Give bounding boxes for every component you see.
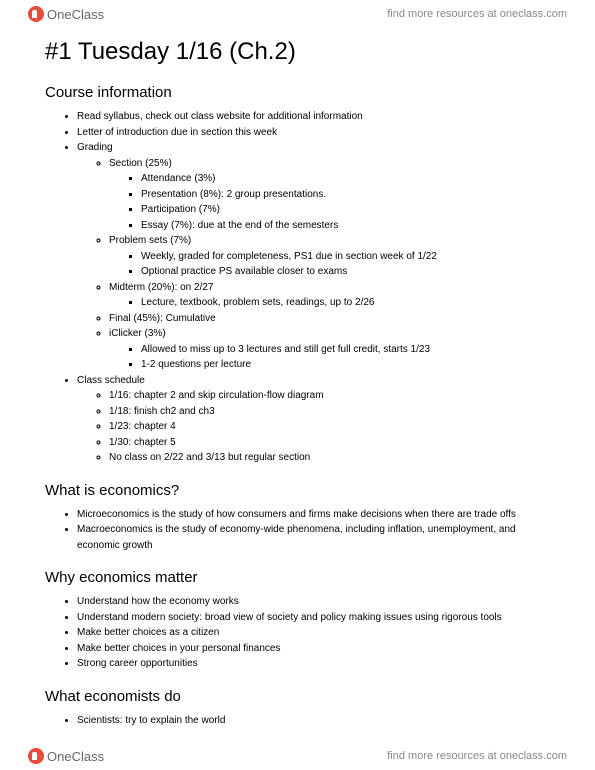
list-item: Strong career opportunities xyxy=(77,656,550,672)
list-item: 1/23: chapter 4 xyxy=(109,419,550,435)
list-item: Allowed to miss up to 3 lectures and sti… xyxy=(141,342,550,358)
list-item: Midterm (20%): on 2/27 Lecture, textbook… xyxy=(109,280,550,311)
list-item: Participation (7%) xyxy=(141,202,550,218)
list-item: Presentation (8%): 2 group presentations… xyxy=(141,187,550,203)
list-item: Section (25%) Attendance (3%) Presentati… xyxy=(109,156,550,234)
list-item: Optional practice PS available closer to… xyxy=(141,264,550,280)
list-item: Make better choices in your personal fin… xyxy=(77,641,550,657)
list-item: Letter of introduction due in section th… xyxy=(77,125,550,141)
list-item: Make better choices as a citizen xyxy=(77,625,550,641)
list-item: Scientists: try to explain the world xyxy=(77,713,550,729)
page-content: #1 Tuesday 1/16 (Ch.2) Course informatio… xyxy=(0,28,595,768)
list-item-label: Class schedule xyxy=(77,375,145,386)
list-item-label: Problem sets (7%) xyxy=(109,235,191,246)
midterm-detail-list: Lecture, textbook, problem sets, reading… xyxy=(109,295,550,311)
list-item-label: Midterm (20%): on 2/27 xyxy=(109,282,214,293)
resources-link-top[interactable]: find more resources at oneclass.com xyxy=(387,8,567,20)
list-item-label: iClicker (3%) xyxy=(109,328,166,339)
what-economists-do-list: Scientists: try to explain the world xyxy=(45,713,550,729)
list-item: Problem sets (7%) Weekly, graded for com… xyxy=(109,233,550,280)
brand-name-footer: OneClass xyxy=(47,749,104,764)
list-item: 1/18: finish ch2 and ch3 xyxy=(109,404,550,420)
what-is-econ-list: Microeconomics is the study of how consu… xyxy=(45,507,550,554)
iclicker-detail-list: Allowed to miss up to 3 lectures and sti… xyxy=(109,342,550,373)
header-bar: OneClass find more resources at oneclass… xyxy=(0,0,595,28)
list-item: Understand how the economy works xyxy=(77,594,550,610)
list-item: No class on 2/22 and 3/13 but regular se… xyxy=(109,450,550,466)
list-item: 1-2 questions per lecture xyxy=(141,357,550,373)
list-item-label: Section (25%) xyxy=(109,158,172,169)
list-item: Attendance (3%) xyxy=(141,171,550,187)
brand-logo: OneClass xyxy=(28,6,104,22)
logo-icon xyxy=(28,6,44,22)
list-item-label: Grading xyxy=(77,142,113,153)
footer-bar: OneClass find more resources at oneclass… xyxy=(0,742,595,770)
list-item: Read syllabus, check out class website f… xyxy=(77,109,550,125)
section-detail-list: Attendance (3%) Presentation (8%): 2 gro… xyxy=(109,171,550,233)
ps-detail-list: Weekly, graded for completeness, PS1 due… xyxy=(109,249,550,280)
list-item: Final (45%): Cumulative xyxy=(109,311,550,327)
logo-icon xyxy=(28,748,44,764)
list-item: Understand modern society: broad view of… xyxy=(77,610,550,626)
list-item: Weekly, graded for completeness, PS1 due… xyxy=(141,249,550,265)
heading-course-info: Course information xyxy=(45,84,550,101)
list-item: Grading Section (25%) Attendance (3%) Pr… xyxy=(77,140,550,373)
list-item: Lecture, textbook, problem sets, reading… xyxy=(141,295,550,311)
brand-logo-footer: OneClass xyxy=(28,748,104,764)
course-info-list: Read syllabus, check out class website f… xyxy=(45,109,550,466)
resources-link-bottom[interactable]: find more resources at oneclass.com xyxy=(387,750,567,762)
brand-name: OneClass xyxy=(47,7,104,22)
list-item: Microeconomics is the study of how consu… xyxy=(77,507,550,523)
heading-why-econ: Why economics matter xyxy=(45,569,550,586)
list-item: Macroeconomics is the study of economy-w… xyxy=(77,522,550,553)
list-item: Class schedule 1/16: chapter 2 and skip … xyxy=(77,373,550,466)
list-item: Essay (7%): due at the end of the semest… xyxy=(141,218,550,234)
why-econ-list: Understand how the economy works Underst… xyxy=(45,594,550,672)
list-item: 1/30: chapter 5 xyxy=(109,435,550,451)
list-item: iClicker (3%) Allowed to miss up to 3 le… xyxy=(109,326,550,373)
heading-what-economists-do: What economists do xyxy=(45,688,550,705)
schedule-list: 1/16: chapter 2 and skip circulation-flo… xyxy=(77,388,550,466)
heading-what-is-econ: What is economics? xyxy=(45,482,550,499)
page-title: #1 Tuesday 1/16 (Ch.2) xyxy=(45,38,550,66)
grading-list: Section (25%) Attendance (3%) Presentati… xyxy=(77,156,550,373)
list-item: 1/16: chapter 2 and skip circulation-flo… xyxy=(109,388,550,404)
